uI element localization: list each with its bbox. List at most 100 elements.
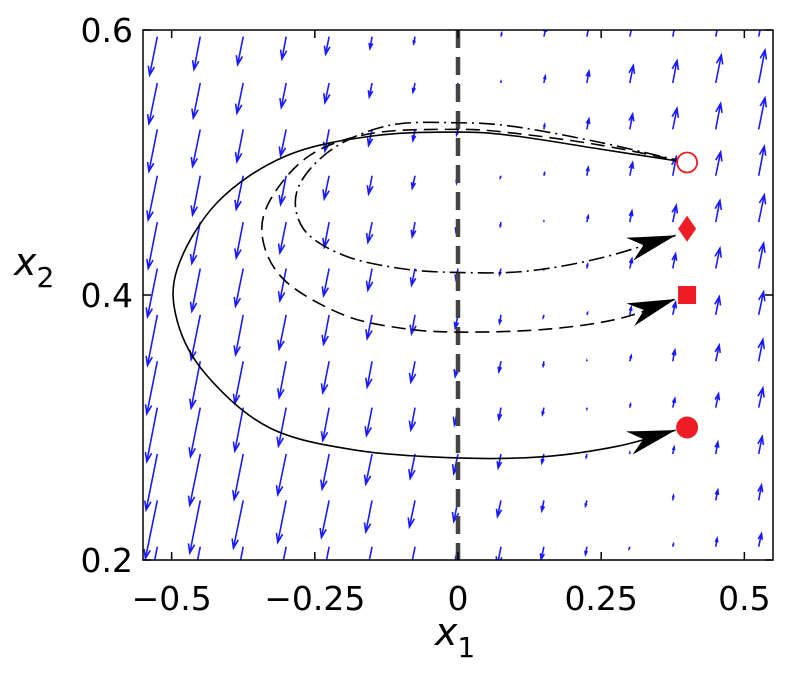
quiver-arrow — [231, 500, 245, 551]
quiver-arrow — [235, 36, 245, 67]
quiver-arrow — [233, 268, 245, 309]
quiver-arrow — [189, 268, 202, 314]
quiver-arrow — [365, 268, 374, 293]
quiver-arrow — [232, 407, 245, 454]
quiver-arrow — [671, 106, 680, 130]
quiver-arrow — [408, 407, 417, 433]
quiver-arrow — [364, 407, 373, 438]
x-tick-label: −0.25 — [264, 579, 365, 618]
quiver-arrow — [145, 268, 159, 320]
quiver-arrow — [319, 500, 330, 540]
quiver-arrow — [411, 129, 417, 143]
quiver-arrow — [367, 82, 374, 100]
quiver-arrow — [628, 546, 631, 552]
quiver-arrow — [540, 453, 545, 466]
quiver-arrow — [365, 314, 373, 342]
quiver-arrow — [187, 500, 202, 556]
quiver-arrow — [278, 175, 287, 207]
quiver-arrow — [629, 30, 633, 37]
quiver-arrow — [144, 407, 159, 464]
quiver-arrow — [279, 82, 287, 110]
quiver-arrow — [757, 482, 764, 501]
quiver-arrow — [234, 82, 245, 116]
quiver-arrow — [628, 256, 634, 269]
quiver-arrow — [540, 500, 546, 514]
x-tick-label: 0 — [448, 579, 469, 618]
quiver-arrow — [275, 500, 287, 545]
quiver-arrow — [671, 58, 680, 84]
quiver-arrow — [628, 160, 635, 176]
quiver-arrow — [757, 240, 766, 269]
quiver-arrow — [321, 314, 330, 347]
quiver-arrow — [671, 30, 675, 37]
quiver-arrow — [323, 36, 331, 57]
x-tick-label: 0.25 — [564, 579, 637, 618]
trajectory-arrowhead — [626, 298, 676, 327]
quiver-arrow — [325, 546, 330, 560]
quiver-arrow — [409, 268, 417, 288]
quiver-arrow — [500, 30, 503, 37]
quiver-arrow — [585, 453, 588, 460]
quiver-arrow — [234, 221, 245, 261]
quiver-arrow — [407, 500, 416, 530]
quiver-arrow — [585, 116, 591, 130]
quiver-arrow — [321, 268, 330, 299]
quiver-arrow — [543, 170, 546, 176]
quiver-arrow — [757, 434, 765, 455]
quiver-arrow — [714, 439, 720, 455]
quiver-arrow — [366, 129, 374, 148]
quiver-arrow — [191, 36, 202, 72]
x-tick-label: −0.5 — [132, 579, 212, 618]
x-axis-label-sub: 1 — [457, 631, 475, 664]
quiver-arrow — [584, 546, 589, 557]
quiver-arrow — [539, 546, 546, 560]
quiver-arrow — [232, 361, 245, 406]
quiver-arrow — [147, 36, 159, 78]
quiver-arrow — [320, 407, 330, 443]
quiver-arrow — [409, 314, 417, 337]
quiver-arrow — [187, 453, 202, 508]
quiver-arrow — [714, 487, 720, 501]
quiver-arrow — [714, 198, 723, 223]
quiver-arrow — [499, 221, 502, 229]
quiver-arrow — [278, 129, 287, 159]
quiver-arrow — [586, 30, 590, 37]
y-axis-label-sub: 2 — [37, 261, 55, 294]
quiver-arrow — [584, 500, 588, 509]
quiver-arrow — [714, 245, 722, 269]
quiver-arrow — [153, 546, 159, 560]
quiver-arrow — [277, 314, 287, 352]
quiver-arrow — [628, 304, 633, 316]
quiver-arrow — [363, 500, 373, 535]
quiver-arrow — [411, 546, 416, 560]
quiver-arrow — [714, 149, 723, 176]
quiver-arrow — [412, 36, 417, 46]
quiver-arrow — [714, 294, 722, 316]
quiver-arrow — [542, 314, 545, 321]
quiver-arrow — [322, 175, 330, 202]
quiver-arrow — [628, 63, 636, 84]
quiver-arrow — [757, 192, 767, 223]
quiver-arrow — [628, 208, 634, 223]
quiver-arrow — [196, 546, 202, 560]
quiver-arrow — [234, 129, 245, 164]
quiver-arrow — [146, 82, 159, 126]
quiver-arrow — [188, 407, 202, 459]
quiver-arrow — [368, 546, 373, 560]
quiver-arrow — [276, 407, 287, 449]
quiver-arrow — [757, 289, 766, 316]
quiver-arrow — [542, 73, 547, 84]
marker — [678, 215, 697, 242]
quiver-arrow — [322, 221, 330, 250]
quiver-arrow — [408, 453, 416, 481]
quiver-arrow — [757, 30, 761, 37]
quiver-arrow — [757, 531, 764, 547]
y-tick-label: 0.2 — [81, 541, 133, 580]
y-tick-label: 0.6 — [81, 11, 133, 50]
marker — [676, 151, 698, 174]
quiver-arrow — [714, 391, 721, 408]
quiver-arrow — [365, 221, 374, 245]
quiver-arrow — [714, 101, 723, 130]
quiver-arrow — [277, 268, 287, 304]
quiver-arrow — [714, 30, 718, 37]
